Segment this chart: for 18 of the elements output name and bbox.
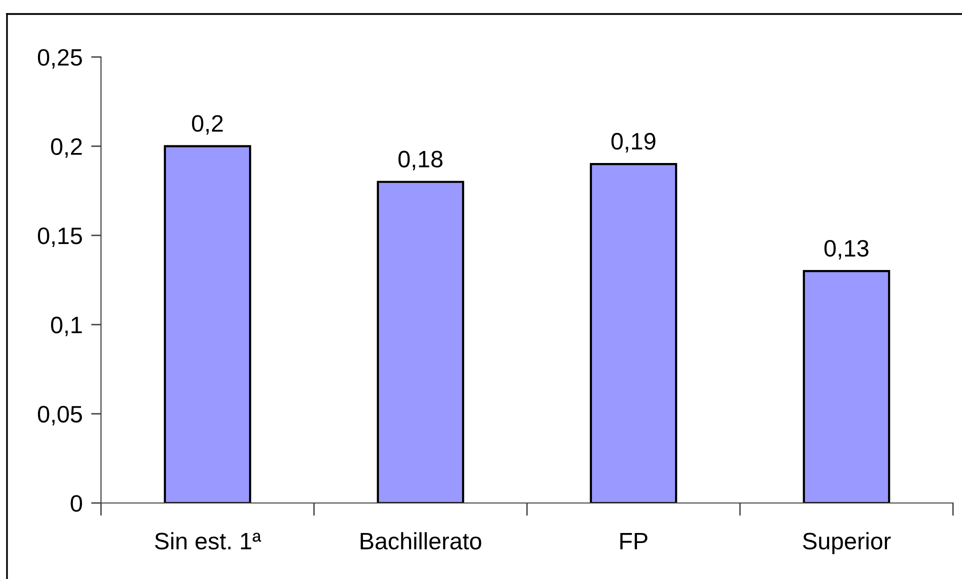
data-label: 0,19 <box>611 132 656 152</box>
bar <box>376 180 464 503</box>
y-tick-label: 0,2 <box>51 138 82 158</box>
y-tick-label: 0,25 <box>38 49 82 69</box>
data-label: 0,13 <box>824 240 868 260</box>
bar <box>590 162 678 503</box>
data-label: 0,2 <box>192 115 223 135</box>
x-tick-label: Sin est. 1ª <box>154 532 262 550</box>
bar <box>802 270 890 503</box>
x-tick-label: Bachillerato <box>360 532 482 550</box>
x-tick-label: Superior <box>802 532 891 554</box>
data-label: 0,18 <box>398 150 442 170</box>
y-tick-label: 0,1 <box>51 316 82 336</box>
y-tick-label: 0 <box>70 495 82 512</box>
bar <box>164 145 252 503</box>
y-tick-label: 0,15 <box>38 227 82 247</box>
y-tick-label: 0,05 <box>38 406 82 426</box>
x-tick-label: FP <box>620 533 648 550</box>
